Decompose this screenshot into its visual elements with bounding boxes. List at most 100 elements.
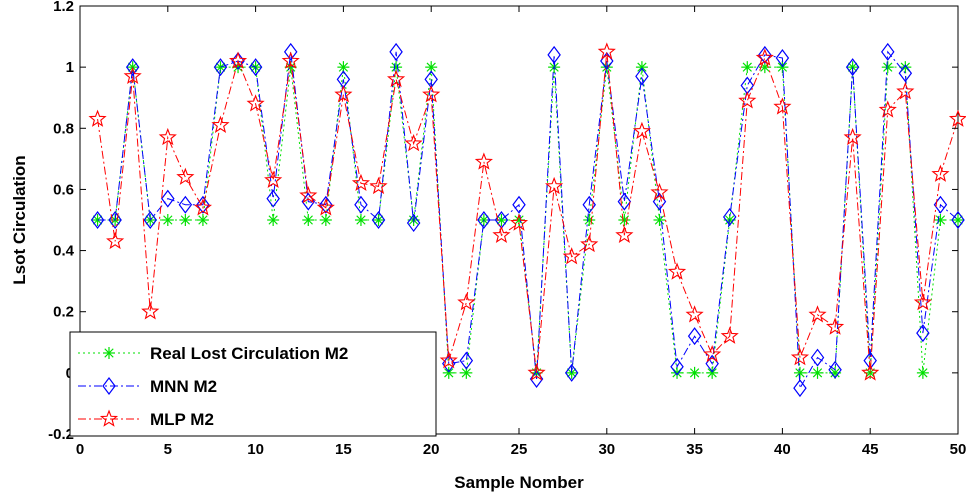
data-point [316, 198, 335, 216]
data-point [439, 351, 458, 369]
data-point [898, 64, 913, 83]
legend: Real Lost Circulation M2 MNN M2 MLP M2 [69, 331, 437, 437]
data-point [755, 48, 774, 66]
data-point [635, 67, 649, 86]
data-point [811, 366, 824, 379]
data-point [948, 109, 966, 127]
legend-marker [102, 377, 116, 395]
data-point [706, 366, 719, 379]
data-point [793, 379, 807, 398]
data-point [248, 58, 263, 77]
data-point [773, 97, 792, 115]
data-point [810, 348, 825, 367]
data-point [228, 51, 248, 69]
data-point [861, 363, 880, 381]
data-point [106, 231, 125, 250]
data-point [703, 344, 722, 363]
data-point [143, 211, 157, 229]
data-point [246, 94, 265, 112]
data-point [509, 213, 529, 231]
series-3 [88, 42, 966, 381]
data-point [299, 185, 318, 204]
data-point [354, 195, 368, 214]
data-point [688, 366, 701, 379]
x-tick-label: 5 [164, 441, 172, 458]
data-point [618, 214, 631, 226]
legend-item: MNN M2 [78, 377, 217, 396]
data-point [951, 211, 965, 229]
y-tick-label: 0.2 [53, 304, 74, 321]
data-point [545, 176, 564, 195]
data-point [790, 348, 810, 366]
data-point [687, 327, 702, 346]
x-tick-label: 20 [423, 441, 440, 458]
y-tick-label: 0.4 [53, 243, 75, 260]
data-point [354, 214, 367, 226]
data-point [404, 134, 423, 152]
data-point [492, 225, 511, 244]
legend-marker [99, 409, 119, 427]
data-point [266, 189, 280, 208]
data-point [161, 214, 174, 226]
data-point [934, 214, 947, 226]
data-point [512, 195, 526, 214]
x-tick-label: 35 [686, 441, 703, 458]
data-point [896, 82, 915, 100]
data-point [477, 211, 491, 229]
data-point [597, 42, 616, 60]
data-point [213, 58, 228, 77]
data-point [720, 326, 739, 344]
data-point [685, 305, 704, 323]
data-point [281, 51, 300, 69]
series-line [97, 51, 959, 373]
data-point [617, 192, 632, 211]
x-tick-label: 50 [950, 441, 966, 458]
data-point [319, 214, 332, 226]
x-tick-label: 10 [247, 441, 264, 458]
data-point [386, 69, 406, 88]
data-point [161, 189, 175, 208]
data-point [843, 127, 862, 146]
data-point [351, 173, 371, 192]
data-point [564, 363, 579, 382]
data-point [108, 211, 122, 229]
y-tick-label: 1 [66, 59, 74, 76]
data-point [196, 214, 209, 226]
data-point [776, 61, 789, 74]
data-point [632, 121, 652, 140]
data-point [264, 170, 283, 188]
data-point [88, 109, 107, 127]
data-point [878, 100, 897, 118]
data-point [369, 176, 388, 195]
data-point [758, 45, 772, 64]
data-point [125, 58, 140, 77]
data-point [179, 214, 192, 226]
data-point [123, 66, 142, 85]
x-tick-label: 30 [598, 441, 615, 458]
x-axis-title: Sample Nomber [454, 473, 584, 492]
legend-label: MNN M2 [150, 377, 217, 396]
data-point [635, 61, 648, 74]
data-point [422, 85, 441, 103]
data-point [457, 292, 476, 311]
data-point [214, 61, 227, 74]
data-point [371, 211, 386, 229]
data-point [650, 182, 669, 201]
data-point [808, 305, 827, 323]
x-tick-label: 45 [862, 441, 879, 458]
data-point [193, 198, 213, 216]
data-point [667, 262, 687, 280]
data-point [406, 214, 421, 233]
data-point [670, 357, 684, 376]
data-point [562, 247, 581, 265]
data-point [527, 363, 546, 381]
data-point [196, 195, 210, 214]
data-point [913, 292, 932, 311]
data-point [176, 167, 195, 185]
data-point [583, 214, 596, 226]
data-point [90, 211, 105, 229]
y-tick-label: 1.2 [53, 0, 74, 15]
data-point [389, 42, 403, 61]
data-point [828, 360, 842, 379]
data-point [653, 214, 666, 226]
